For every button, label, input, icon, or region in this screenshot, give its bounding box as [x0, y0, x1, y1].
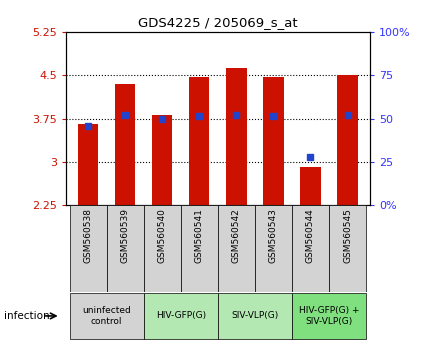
Bar [144, 205, 181, 292]
Bar [337, 75, 358, 205]
Bar [189, 77, 210, 205]
Bar [226, 68, 246, 205]
Bar [78, 124, 98, 205]
Text: GSM560543: GSM560543 [269, 208, 278, 263]
Text: GSM560538: GSM560538 [84, 208, 93, 263]
Text: GSM560541: GSM560541 [195, 208, 204, 263]
Text: SIV-VLP(G): SIV-VLP(G) [231, 312, 278, 320]
Text: GSM560544: GSM560544 [306, 208, 315, 263]
Bar [70, 293, 144, 339]
Bar [115, 84, 135, 205]
Bar [152, 115, 173, 205]
Bar [70, 205, 107, 292]
Text: infection: infection [4, 311, 50, 321]
Text: GSM560542: GSM560542 [232, 208, 241, 263]
Bar [292, 293, 366, 339]
Bar [329, 205, 366, 292]
Bar [107, 205, 144, 292]
Bar [181, 205, 218, 292]
Title: GDS4225 / 205069_s_at: GDS4225 / 205069_s_at [138, 16, 298, 29]
Text: uninfected
control: uninfected control [82, 306, 131, 326]
Text: GSM560539: GSM560539 [121, 208, 130, 263]
Bar [300, 167, 320, 205]
Bar [255, 205, 292, 292]
Bar [292, 205, 329, 292]
Bar [218, 293, 292, 339]
Bar [218, 205, 255, 292]
Text: HIV-GFP(G) +
SIV-VLP(G): HIV-GFP(G) + SIV-VLP(G) [299, 306, 359, 326]
Bar [263, 77, 283, 205]
Text: GSM560540: GSM560540 [158, 208, 167, 263]
Text: HIV-GFP(G): HIV-GFP(G) [156, 312, 206, 320]
Bar [144, 293, 218, 339]
Text: GSM560545: GSM560545 [343, 208, 352, 263]
